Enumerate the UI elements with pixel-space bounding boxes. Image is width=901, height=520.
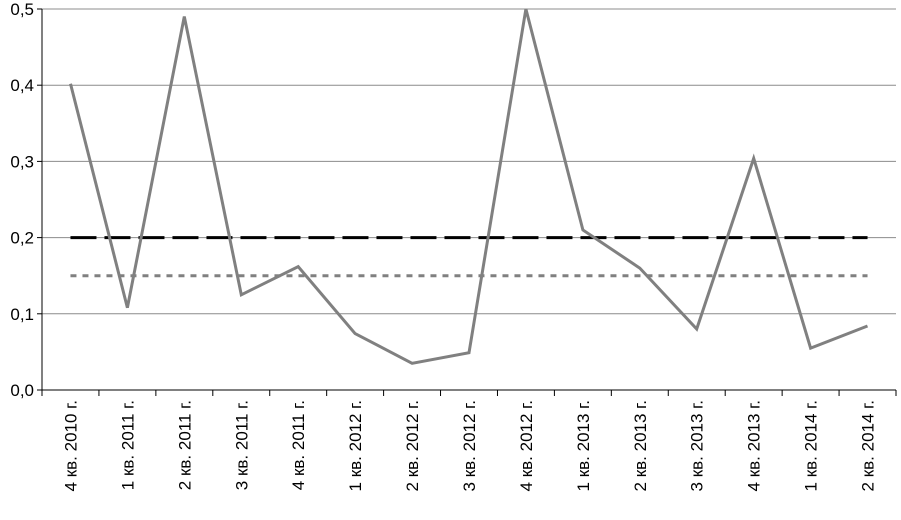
series-line [69, 8, 869, 365]
x-tick-label: 1 кв. 2013 г. [574, 400, 593, 491]
x-tick-label: 2 кв. 2013 г. [631, 400, 650, 491]
y-tick-label: 0,3 [10, 152, 34, 171]
y-tick-label: 0,5 [10, 0, 34, 19]
x-tick-label: 4 кв. 2011 г. [289, 400, 308, 490]
y-tick-label: 0,0 [10, 381, 34, 400]
x-tick-label: 1 кв. 2014 г. [802, 400, 821, 491]
x-tick-label: 2 кв. 2014 г. [859, 400, 878, 491]
x-tick-label: 3 кв. 2013 г. [688, 400, 707, 491]
y-tick-label: 0,4 [10, 76, 34, 95]
x-tick-label: 3 кв. 2011 г. [232, 400, 251, 490]
gridlines [42, 8, 896, 315]
x-tick-label: 4 кв. 2010 г. [62, 400, 81, 491]
data-series [69, 8, 869, 365]
x-tick-label: 2 кв. 2012 г. [403, 400, 422, 491]
x-tick-labels: 4 кв. 2010 г. 1 кв. 2011 г. 2 кв. 2011 г. 3… [62, 400, 878, 491]
reference-lines [70, 236, 868, 278]
axes [37, 8, 897, 396]
x-tick-label: 1 кв. 2012 г. [346, 400, 365, 491]
x-tick-label: 4 кв. 2013 г. [745, 400, 764, 491]
x-tick-label: 3 кв. 2012 г. [460, 400, 479, 491]
y-tick-labels: 0,0 0,1 0,2 0,3 0,4 0,5 [10, 0, 34, 400]
x-tick-label: 1 кв. 2011 г. [118, 400, 137, 490]
y-tick-label: 0,1 [10, 305, 34, 324]
x-tick-label: 4 кв. 2012 г. [517, 400, 536, 491]
y-tick-label: 0,2 [10, 229, 34, 248]
x-tick-label: 2 кв. 2011 г. [175, 400, 194, 490]
